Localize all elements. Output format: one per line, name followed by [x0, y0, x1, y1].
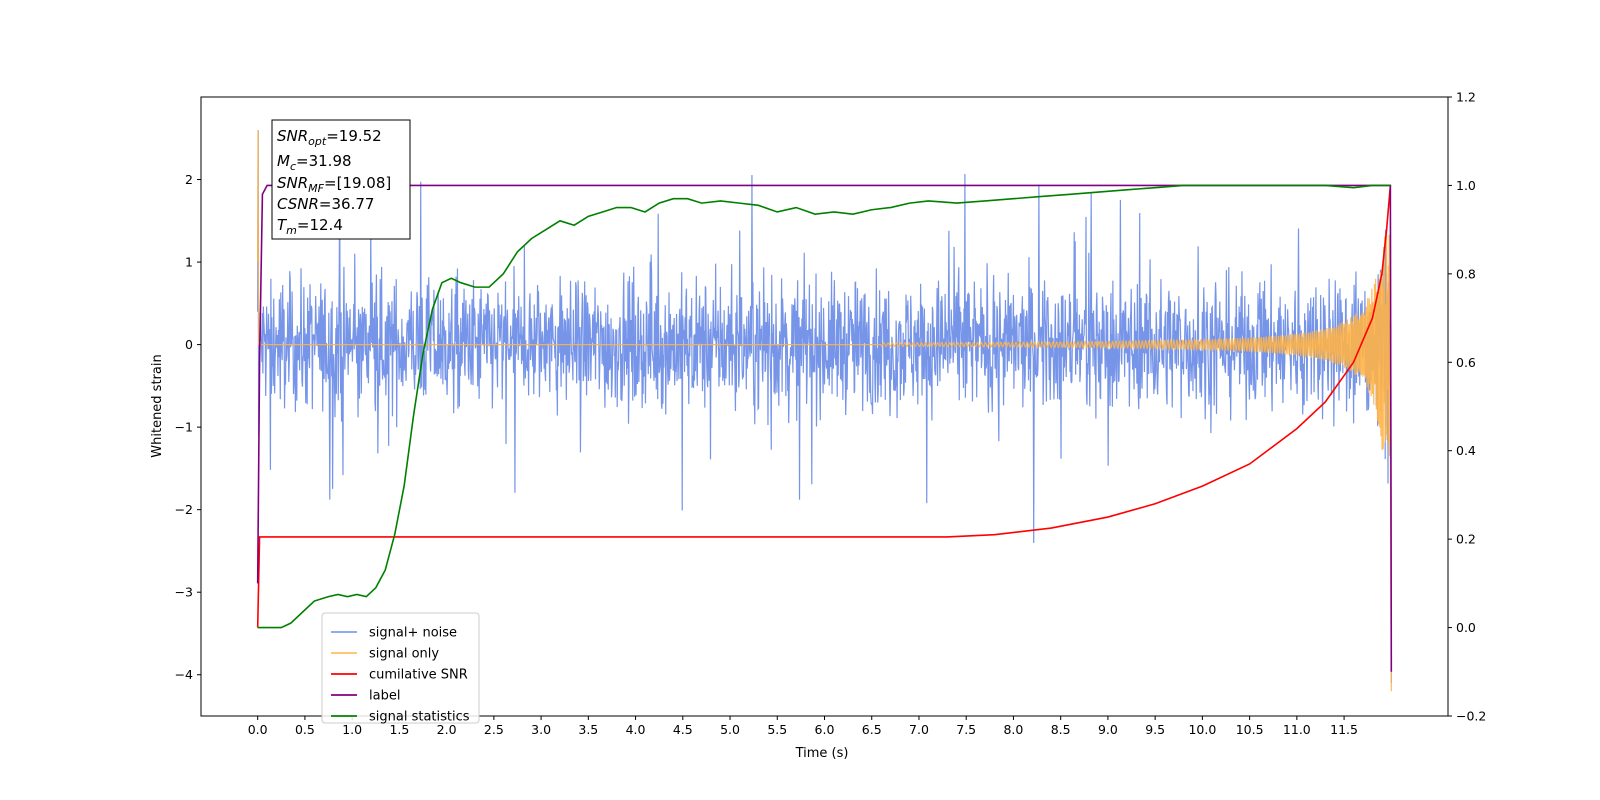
x-axis: 0.0 0.5 1.0 1.5 2.0 2.5 3.0 3.5 4.0 4.5 5.0 5.5 6.0 6…: [248, 716, 1358, 737]
x-tick-label: 2.0: [437, 722, 457, 737]
x-tick-label: 4.0: [626, 722, 646, 737]
series-cumulative-snr-line: [256, 185, 1392, 628]
x-tick-label: 11.0: [1283, 722, 1311, 737]
x-axis-label: Time (s): [795, 746, 849, 761]
x-tick-label: 6.5: [862, 722, 882, 737]
x-tick-label: 6.0: [815, 722, 835, 737]
y2-tick-label: 0.2: [1456, 532, 1476, 547]
y2-tick-label: 0.6: [1456, 355, 1476, 370]
x-tick-label: 3.0: [531, 722, 551, 737]
x-tick-label: 2.5: [484, 722, 504, 737]
series-label-line: [256, 184, 1393, 672]
x-tick-label: 7.5: [956, 722, 976, 737]
annotation-csnr: CSNR=36.77: [277, 195, 374, 213]
x-tick-label: 11.5: [1330, 722, 1358, 737]
legend-items: signal+ noise signal only cumilative SNR la…: [331, 626, 470, 725]
y-axis-label: Whitened strain: [150, 354, 165, 457]
x-tick-label: 7.0: [909, 722, 929, 737]
annotation-chirp-mass: Mc=31.98: [277, 152, 352, 173]
x-tick-label: 10.5: [1236, 722, 1264, 737]
x-tick-label: 5.5: [767, 722, 787, 737]
annotation-frame: [271, 119, 411, 240]
x-tick-label: 10.0: [1188, 722, 1216, 737]
y-axis-right: 1.2 1.0 0.8 0.6 0.4 0.2 0.0 −0.2: [1448, 90, 1486, 724]
y2-tick-label: −0.2: [1456, 709, 1486, 724]
y-tick-label: −2: [175, 502, 193, 517]
y-tick-label: 2: [185, 172, 193, 187]
y2-tick-label: 0.8: [1456, 266, 1476, 281]
x-tick-label: 5.0: [720, 722, 740, 737]
x-tick-label: 1.5: [389, 722, 409, 737]
annotation-snr-mf: SNRMF=[19.08]: [277, 174, 391, 195]
y-tick-label: 1: [185, 255, 193, 270]
legend-label: cumilative SNR: [369, 668, 468, 683]
y-axis-left: 2 1 0 −1 −2 −3 −4: [175, 172, 201, 682]
annotation-tm: Tm=12.4: [277, 216, 343, 237]
legend: signal+ noise signal only cumilative SNR la…: [321, 612, 480, 725]
series-signal-statistics-line: [257, 184, 1391, 629]
stats-annotation-box: SNRopt=19.52 Mc=31.98 SNRMF=[19.08] CSNR…: [271, 119, 411, 240]
x-tick-label: 9.5: [1145, 722, 1165, 737]
x-tick-label: 8.0: [1003, 722, 1023, 737]
y-tick-label: −1: [175, 420, 193, 435]
series-signal-noise-line: [257, 130, 1392, 683]
x-tick-label: 0.0: [248, 722, 268, 737]
y2-tick-label: 1.0: [1456, 178, 1476, 193]
x-tick-label: 9.0: [1098, 722, 1118, 737]
y2-tick-label: 0.4: [1456, 443, 1476, 458]
annotation-snr-opt: SNRopt=19.52: [277, 127, 382, 148]
y-tick-label: 0: [185, 337, 193, 352]
legend-frame: [321, 612, 480, 724]
x-tick-label: 1.0: [342, 722, 362, 737]
legend-label: signal+ noise: [369, 626, 457, 641]
y2-tick-label: 1.2: [1456, 90, 1476, 105]
x-tick-label: 8.5: [1051, 722, 1071, 737]
series-signal-only-line: [257, 130, 1392, 692]
x-tick-label: 4.5: [673, 722, 693, 737]
legend-label: signal only: [369, 647, 439, 662]
series-layer: [256, 130, 1393, 692]
legend-label: label: [369, 689, 400, 704]
y-tick-label: −3: [175, 585, 193, 600]
x-tick-label: 3.5: [578, 722, 598, 737]
legend-label: signal statistics: [369, 710, 470, 725]
y2-tick-label: 0.0: [1456, 620, 1476, 635]
x-tick-label: 0.5: [295, 722, 315, 737]
y-tick-label: −4: [175, 667, 193, 682]
